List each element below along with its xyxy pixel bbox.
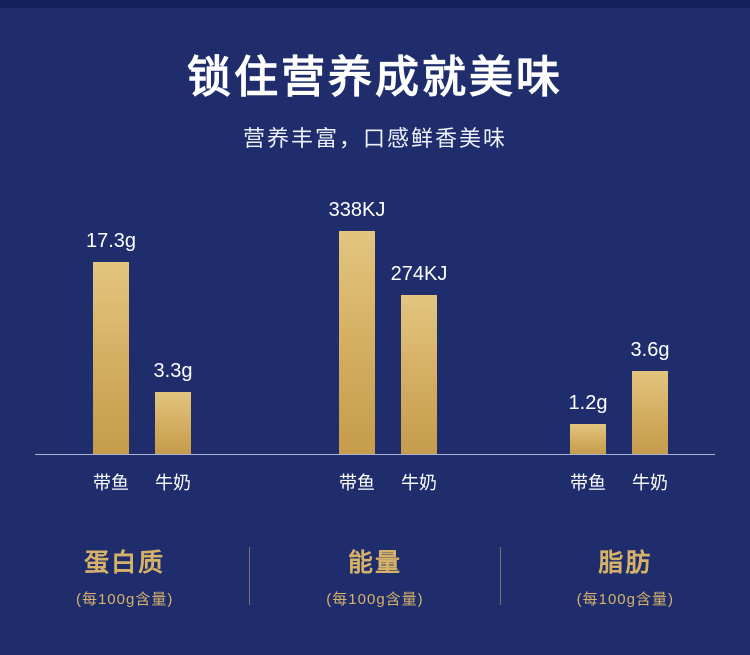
category-title: 能量 bbox=[347, 549, 402, 578]
bar-column: 3.3g bbox=[153, 360, 193, 455]
x-label-hairtail: 带鱼 bbox=[570, 473, 606, 494]
bar-value-label: 3.3g bbox=[153, 360, 193, 383]
bar-value-label: 338KJ bbox=[328, 199, 386, 222]
category-title: 蛋白质 bbox=[84, 549, 166, 578]
axis-baseline bbox=[35, 454, 715, 456]
bar-column: 1.2g bbox=[568, 392, 608, 455]
bar-value-label: 3.6g bbox=[630, 339, 670, 362]
bar-column: 3.6g bbox=[630, 339, 670, 455]
x-label-hairtail: 带鱼 bbox=[93, 473, 129, 494]
bar-value-label: 1.2g bbox=[568, 392, 608, 415]
category-note: (每100g含量) bbox=[576, 591, 674, 609]
nutrition-infographic: 锁住营养成就美味 营养丰富，口感鲜香美味 17.3g 3.3g 338KJ 27… bbox=[0, 0, 750, 609]
vertical-divider bbox=[499, 547, 501, 606]
top-border-strip bbox=[0, 0, 750, 8]
bar-fat-milk bbox=[632, 371, 668, 455]
x-axis-labels: 带鱼 牛奶 带鱼 牛奶 带鱼 牛奶 bbox=[0, 455, 750, 499]
bar-energy-hairtail bbox=[339, 231, 375, 455]
footer-col-fat: 脂肪 (每100g含量) bbox=[501, 543, 750, 609]
x-label-hairtail: 带鱼 bbox=[339, 473, 375, 494]
x-label-milk: 牛奶 bbox=[401, 473, 437, 494]
chart-group-fat: 1.2g 3.6g bbox=[568, 339, 670, 455]
bar-protein-milk bbox=[155, 392, 191, 455]
x-label-group-energy: 带鱼 牛奶 bbox=[339, 469, 437, 495]
x-label-group-fat: 带鱼 牛奶 bbox=[570, 469, 668, 495]
bar-fat-hairtail bbox=[570, 424, 606, 455]
category-note: (每100g含量) bbox=[75, 591, 174, 609]
bar-column: 17.3g bbox=[86, 230, 136, 455]
x-label-milk: 牛奶 bbox=[155, 473, 191, 494]
bar-energy-milk bbox=[401, 295, 437, 455]
bar-column: 338KJ bbox=[329, 199, 385, 455]
bar-value-label: 17.3g bbox=[85, 230, 137, 253]
chart-group-energy: 338KJ 274KJ bbox=[329, 199, 447, 455]
bar-protein-hairtail bbox=[93, 262, 129, 455]
page-subtitle: 营养丰富，口感鲜香美味 bbox=[242, 126, 507, 152]
footer-col-protein: 蛋白质 (每100g含量) bbox=[0, 543, 249, 609]
category-note: (每100g含量) bbox=[326, 591, 424, 609]
category-footer: 蛋白质 (每100g含量) 能量 (每100g含量) 脂肪 (每100g含量) bbox=[0, 543, 750, 609]
footer-col-energy: 能量 (每100g含量) bbox=[250, 543, 499, 609]
vertical-divider bbox=[249, 547, 251, 606]
x-label-milk: 牛奶 bbox=[632, 473, 668, 494]
chart-group-protein: 17.3g 3.3g bbox=[86, 230, 193, 455]
bar-chart: 17.3g 3.3g 338KJ 274KJ 1.2g bbox=[0, 155, 750, 456]
bar-column: 274KJ bbox=[391, 263, 447, 455]
x-label-group-protein: 带鱼 牛奶 bbox=[93, 469, 191, 495]
page-title: 锁住营养成就美味 bbox=[187, 53, 563, 102]
category-title: 脂肪 bbox=[598, 549, 653, 578]
bar-value-label: 274KJ bbox=[390, 263, 448, 286]
